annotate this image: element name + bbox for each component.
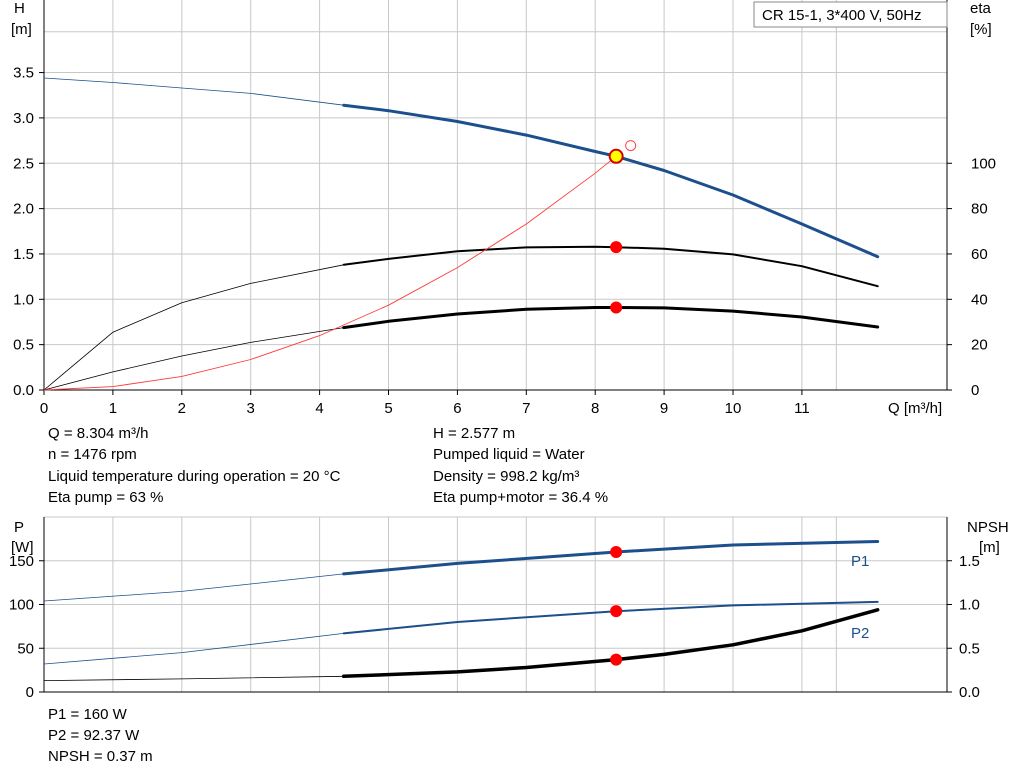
pumped-liquid-value: Pumped liquid = Water [433,446,585,463]
model-title-box [753,1,948,28]
p1-curve [342,540,880,576]
p2-curve [342,600,879,635]
eta-pump-value: Eta pump = 63 % [48,489,164,506]
q-tick-label-11: 11 [794,400,810,417]
eta-tick-label-5: 100 [971,155,996,172]
duty-point-power-2 [610,653,623,666]
npsh-tick-label-1: 0.5 [959,640,980,657]
duty-point-h [608,148,624,164]
q-tick-label-7: 7 [522,400,530,417]
eta-tick-label-4: 80 [971,201,988,218]
p-axis-label-line1: P [14,519,24,536]
density-value: Density = 998.2 kg/m³ [433,468,580,485]
h-axis-label-line2: [m] [11,21,32,38]
duty-point-eta-2 [610,301,623,314]
q-tick-label-3: 3 [247,400,255,417]
npsh-axis-label-line2: [m] [979,539,1000,556]
npsh-curve-thin [43,675,344,681]
h-value: H = 2.577 m [433,425,516,442]
npsh-axis-label-line1: NPSH [967,519,1009,536]
h-tick-label-7: 3.5 [13,65,34,82]
q-axis-label: Q [m³/h] [888,400,942,417]
head-curve [342,103,880,259]
p1-value: P1 = 160 W [48,706,127,723]
h-tick-label-3: 1.5 [13,246,34,263]
p-tick-label-3: 150 [9,553,34,570]
eta-axis-label-line2: [%] [970,21,992,38]
p-axis-label-line2: [W] [11,539,34,556]
h-tick-label-0: 0.0 [13,382,34,399]
duty-point-power-0 [610,546,623,558]
h-tick-label-4: 2.0 [13,201,34,218]
eta-pump-motor-curve-thin [43,327,344,391]
npsh-value: NPSH = 0.37 m [48,748,153,765]
h-tick-label-1: 0.5 [13,337,34,354]
system-curve [43,155,617,391]
q-value: Q = 8.304 m³/h [48,425,149,442]
h-axis-label-line1: H [14,0,25,17]
open-marker [625,140,637,152]
p-tick-label-2: 100 [9,597,34,614]
eta-pump-motor-curve [342,306,880,330]
npsh-tick-label-3: 1.5 [959,553,980,570]
eta-axis-label-line1: eta [970,0,992,17]
eta-tick-label-0: 0 [971,382,979,399]
npsh-tick-label-2: 1.0 [959,597,980,614]
h-tick-label-6: 3.0 [13,110,34,127]
eta-tick-label-1: 20 [971,337,988,354]
q-tick-label-5: 5 [384,400,392,417]
model-title: CR 15-1, 3*400 V, 50Hz [762,7,922,24]
q-tick-label-6: 6 [453,400,461,417]
n-value: n = 1476 rpm [48,446,137,463]
head-curve-thin [43,77,344,106]
q-tick-label-9: 9 [660,400,668,417]
p1-series-label: P1 [851,553,869,570]
h-tick-label-5: 2.5 [13,155,34,172]
p2-series-label: P2 [851,625,869,642]
eta-tick-label-3: 60 [971,246,988,263]
q-tick-label-4: 4 [315,400,323,417]
q-tick-label-0: 0 [40,400,48,417]
q-tick-label-10: 10 [725,400,742,417]
p-tick-label-0: 0 [26,684,34,701]
eta-pump-curve-thin [43,264,344,391]
liquid-temp-value: Liquid temperature during operation = 20… [48,468,341,485]
duty-point-eta-1 [610,241,623,254]
npsh-tick-label-0: 0.0 [959,684,980,701]
npsh-curve [341,608,880,679]
p-tick-label-1: 50 [17,640,34,657]
q-tick-label-1: 1 [109,400,117,417]
p1-curve-thin [43,573,344,602]
h-tick-label-2: 1.0 [13,291,34,308]
q-tick-label-2: 2 [178,400,186,417]
eta-pump-motor-value: Eta pump+motor = 36.4 % [433,489,609,506]
duty-point-power-1 [610,605,623,618]
p2-value: P2 = 92.37 W [48,727,140,744]
q-tick-label-8: 8 [591,400,599,417]
eta-tick-label-2: 40 [971,291,988,308]
p2-curve-thin [43,633,344,665]
eta-pump-curve [342,245,879,288]
